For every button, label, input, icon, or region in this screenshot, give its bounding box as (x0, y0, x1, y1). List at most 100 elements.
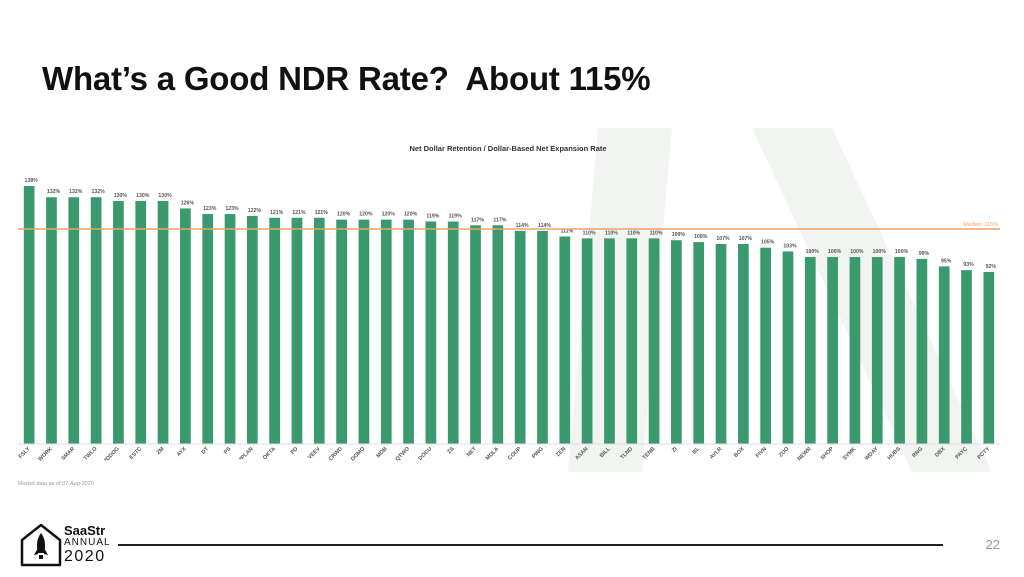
value-label: 109% (672, 232, 686, 238)
ndr-bar-chart: Net Dollar Retention / Dollar-Based Net … (18, 144, 1000, 487)
x-tick-label: PS (223, 446, 233, 456)
x-tick-label: HUBS (887, 446, 902, 461)
bar-mdb (380, 219, 392, 444)
bar-payc (961, 270, 972, 444)
x-tick-labels-group: FSLY WORK SMAR TWLO *DDOG ESTC ZM AYX DT PS *PLAN O… (18, 446, 992, 464)
bar-qtwo (403, 219, 414, 444)
value-label: 114% (538, 223, 551, 229)
bar-smar (68, 197, 80, 444)
value-label: 123% (225, 206, 239, 212)
bar-fivn (760, 247, 772, 444)
x-tick-label: ZM (156, 446, 166, 456)
bar-docu (425, 221, 437, 444)
value-label: 123% (203, 206, 217, 212)
bar-net (470, 225, 481, 444)
x-tick-label: *PLAN (238, 446, 254, 462)
logo-title: SaaStr (64, 523, 106, 538)
bar-bl (693, 242, 705, 444)
median-label: Median: 115% (963, 222, 998, 228)
bars-group (23, 186, 995, 444)
value-label: 100% (895, 249, 909, 255)
x-tick-label: PD (290, 446, 300, 456)
x-tick-label: AYX (176, 446, 188, 458)
value-label: 107% (716, 236, 730, 242)
bar-zi (671, 240, 682, 444)
bar-plan (246, 215, 258, 444)
value-label: 110% (605, 230, 618, 236)
bar-mdla (492, 225, 504, 444)
x-tick-label: FSLY (18, 446, 32, 460)
value-label: 100% (873, 249, 887, 255)
bar-domo (358, 219, 370, 444)
x-tick-label: NET (466, 446, 478, 458)
value-label: 117% (471, 217, 484, 223)
value-label: 100% (850, 249, 864, 255)
page-number: 22 (985, 537, 1000, 552)
x-tick-label: DT (201, 446, 211, 456)
x-tick-label: DBX (934, 446, 947, 459)
value-labels-group: 138% 132% 132% 132% 130% 130% 130% 126% 123% 123%… (25, 178, 997, 270)
x-tick-label: SMAR (61, 446, 77, 462)
x-tick-label: BOX (733, 446, 746, 459)
bar-zen (559, 236, 571, 444)
x-tick-label: DOMO (350, 446, 367, 463)
x-tick-label: *DDOG (103, 446, 120, 463)
bar-zm (157, 200, 169, 444)
value-label: 130% (136, 193, 150, 199)
logo-year: 2020 (64, 548, 106, 565)
bar-pd (291, 217, 303, 444)
x-tick-label: DOCU (418, 446, 434, 462)
bar-newr (804, 257, 816, 444)
x-tick-label: BILL (599, 446, 612, 459)
value-label: 100% (806, 249, 820, 255)
x-tick-label: BL (692, 446, 702, 456)
bar-crwd (336, 219, 347, 444)
x-tick-label: TLND (620, 446, 635, 461)
bar-asan (581, 238, 593, 444)
value-label: 120% (404, 212, 418, 218)
value-label: 120% (382, 212, 396, 218)
house-rocket-icon (20, 523, 62, 567)
value-label: 130% (158, 193, 172, 199)
value-label: 121% (270, 210, 284, 216)
x-tick-label: WDAY (864, 446, 880, 462)
value-label: 121% (315, 210, 329, 216)
value-label: 138% (25, 178, 39, 184)
bar-ping (537, 230, 548, 444)
x-tick-label: SHOP (820, 446, 835, 461)
bar-rng (916, 258, 928, 444)
bar-fsly (23, 186, 35, 444)
x-tick-label: MDLA (485, 446, 500, 461)
bar-estc (135, 200, 147, 444)
value-label: 110% (583, 230, 596, 236)
x-tick-label: MDB (376, 446, 389, 459)
bar-ddog (113, 200, 124, 444)
bar-avlr (715, 243, 727, 444)
bar-dt (202, 214, 214, 444)
bar-ayx (180, 208, 191, 444)
bar-zs (447, 221, 459, 444)
value-label: 126% (181, 200, 195, 206)
saastr-annual-logo: SaaStr ANNUAL 2020 (20, 521, 130, 571)
value-label: 119% (426, 214, 439, 220)
bar-shop (827, 257, 838, 444)
bar-twlo (90, 197, 102, 444)
x-tick-label: QTWO (395, 446, 412, 463)
value-label: 130% (114, 193, 128, 199)
bar-zuo (782, 251, 794, 444)
x-tick-label: ZUO (778, 446, 791, 459)
chart-title: Net Dollar Retention / Dollar-Based Net … (409, 144, 606, 153)
x-tick-label: ZEN (555, 446, 567, 458)
value-label: 110% (650, 230, 663, 236)
slide-title: What’s a Good NDR Rate? About 115% (42, 60, 651, 97)
value-label: 132% (91, 189, 105, 195)
bar-box (737, 243, 749, 444)
x-tick-label: PING (531, 446, 545, 460)
value-label: 132% (69, 189, 83, 195)
x-tick-label: OKTA (262, 446, 277, 461)
bar-hubs (894, 257, 905, 444)
value-label: 105% (761, 240, 775, 246)
bar-wday (871, 257, 883, 444)
x-tick-label: TWLO (83, 446, 99, 462)
bar-tenb (648, 238, 660, 444)
